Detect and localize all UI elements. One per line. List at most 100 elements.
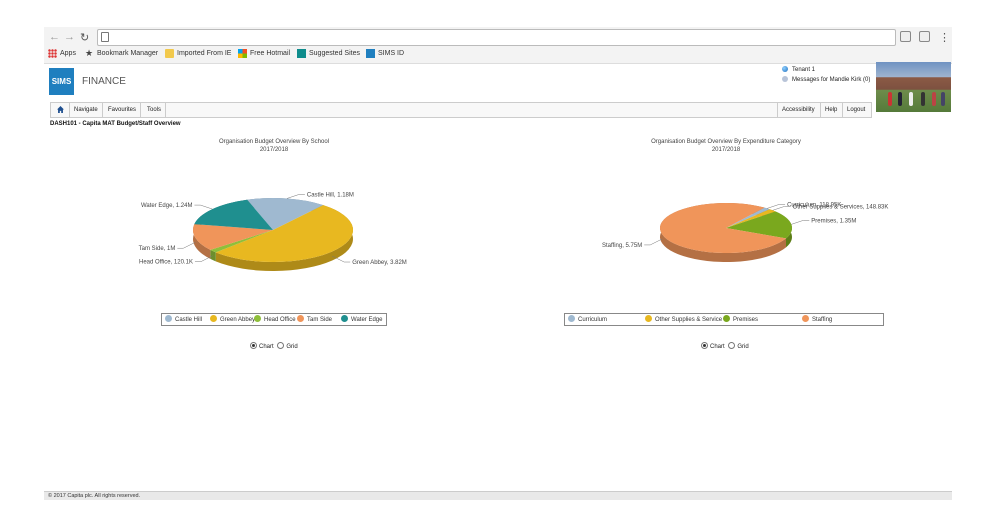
chart-subtitle: 2017/2018 [711, 147, 741, 153]
chart-radio[interactable]: Chart [250, 342, 274, 350]
chart-radio[interactable]: Chart [701, 342, 725, 350]
bookmark-bookmark-manager[interactable]: ★ Bookmark Manager [85, 47, 159, 58]
back-arrow-icon[interactable]: ← [49, 31, 60, 43]
pie-slice[interactable] [726, 211, 792, 239]
bookmark-suggested-sites[interactable]: Suggested Sites [297, 47, 360, 59]
user-info: Tenant 1 Messages for Mandie Kirk (0) [782, 65, 870, 85]
folder-icon [165, 48, 174, 58]
bing-icon [297, 48, 306, 58]
pie-slice[interactable] [247, 198, 324, 230]
bookmark-free-hotmail[interactable]: Free Hotmail [238, 47, 290, 59]
label-leader-line [194, 255, 214, 262]
legend-swatch [210, 315, 217, 322]
radio-selected-icon [701, 342, 708, 349]
pie-slice-side [193, 224, 211, 259]
chart-legend: Curriculum Other Supplies & Service Prem… [564, 313, 884, 326]
pie-slice[interactable] [193, 224, 273, 250]
legend-item[interactable]: Premises [723, 315, 758, 323]
menu-navigate[interactable]: Navigate [69, 103, 103, 117]
label-leader-line [772, 206, 791, 211]
chart-title: Organisation Budget Overview By School [218, 139, 330, 145]
pie-slice-side [210, 249, 216, 262]
pie-data-label: Green Abbey, 3.82M [352, 260, 407, 266]
globe-icon [782, 66, 788, 72]
radio-icon [277, 342, 285, 349]
legend-item[interactable]: Curriculum [568, 315, 607, 323]
message-icon [782, 76, 788, 82]
pie-data-label: Staffing, 5.75M [602, 243, 642, 249]
pie-data-label: Premises, 1.35M [811, 218, 856, 224]
forward-arrow-icon[interactable]: → [64, 31, 75, 43]
pie-data-label: Curriculum, 118.95K [787, 202, 841, 208]
extension-icon[interactable] [900, 31, 911, 42]
grid-radio[interactable]: Grid [728, 342, 749, 350]
chart-title-block: Organisation Budget Overview By School 2… [160, 138, 388, 154]
address-bar[interactable] [97, 29, 896, 46]
sims-id-icon [366, 48, 375, 58]
menu-favourites[interactable]: Favourites [104, 103, 142, 117]
legend-swatch [341, 315, 348, 322]
product-name: FINANCE [82, 76, 126, 87]
legend-swatch [297, 315, 304, 322]
menu-tools[interactable]: Tools [143, 103, 167, 117]
legend-swatch [802, 315, 809, 322]
label-leader-line [766, 204, 786, 209]
bookmark-sims-id[interactable]: SIMS ID [366, 47, 404, 59]
label-leader-line [791, 220, 810, 225]
pie-slice[interactable] [660, 203, 787, 253]
radio-selected-icon [250, 342, 257, 349]
legend-swatch [568, 315, 575, 322]
menu-logout[interactable]: Logout [842, 103, 869, 117]
apps-grid-icon [48, 48, 57, 58]
pie-data-label: Water Edge, 1.24M [141, 203, 192, 209]
legend-swatch [723, 315, 730, 322]
radio-icon [728, 342, 736, 349]
reload-icon[interactable]: ↻ [80, 32, 90, 44]
view-toggle: Chart Grid [250, 342, 298, 350]
grid-radio[interactable]: Grid [277, 342, 298, 350]
pie-slice[interactable] [726, 207, 770, 228]
extension-icon[interactable] [919, 31, 930, 42]
messages-link[interactable]: Messages for Mandie Kirk (0) [782, 75, 870, 85]
legend-swatch [165, 315, 172, 322]
bookmark-apps[interactable]: Apps [48, 47, 76, 59]
pie-chart-by-school: Castle Hill, 1.18M Green Abbey, 3.82M Head… [139, 192, 407, 271]
pie-slice[interactable] [215, 205, 353, 262]
page-title: DASH101 - Capita MAT Budget/Staff Overvi… [50, 121, 181, 127]
chart-title-block: Organisation Budget Overview By Expendit… [594, 138, 858, 154]
bookmark-imported-from-ie[interactable]: Imported From IE [165, 47, 231, 59]
legend-item[interactable]: Head Office [254, 315, 296, 323]
legend-item[interactable]: Staffing [802, 315, 832, 323]
tenant-link[interactable]: Tenant 1 [782, 65, 870, 75]
header-photo [876, 62, 951, 112]
pie-slice[interactable] [726, 209, 776, 228]
chart-subtitle: 2017/2018 [259, 147, 289, 153]
legend-item[interactable]: Water Edge [341, 315, 382, 323]
legend-swatch [254, 315, 261, 322]
menu-accessibility[interactable]: Accessibility [777, 103, 819, 117]
pie-slice[interactable] [210, 230, 273, 253]
menu-icon[interactable]: ⋮ [939, 32, 950, 44]
legend-item[interactable]: Castle Hill [165, 315, 202, 323]
pie-slice-side [215, 205, 353, 271]
label-leader-line [177, 242, 196, 249]
home-icon[interactable] [57, 106, 64, 113]
star-icon: ★ [85, 47, 94, 58]
legend-item[interactable]: Other Supplies & Service [645, 315, 722, 323]
windows-logo-icon [238, 48, 247, 58]
pie-data-label: Castle Hill, 1.18M [307, 192, 354, 198]
label-leader-line [286, 194, 305, 199]
legend-item[interactable]: Tam Side [297, 315, 332, 323]
main-menu-bar: Navigate Favourites Tools Accessibility … [50, 102, 872, 118]
pie-data-label: Head Office, 120.1K [139, 260, 193, 266]
pie-slice[interactable] [194, 199, 273, 230]
legend-item[interactable]: Green Abbey [210, 315, 255, 323]
menu-help[interactable]: Help [820, 103, 841, 117]
view-toggle: Chart Grid [701, 342, 749, 350]
footer: © 2017 Capita plc. All rights reserved. [44, 491, 952, 500]
pie-data-label: Other Supplies & Services, 148.83K [793, 204, 889, 210]
sims-logo: SIMS [49, 68, 74, 95]
chart-legend: Castle Hill Green Abbey Head Office Tam … [161, 313, 387, 326]
page-icon [101, 32, 109, 42]
